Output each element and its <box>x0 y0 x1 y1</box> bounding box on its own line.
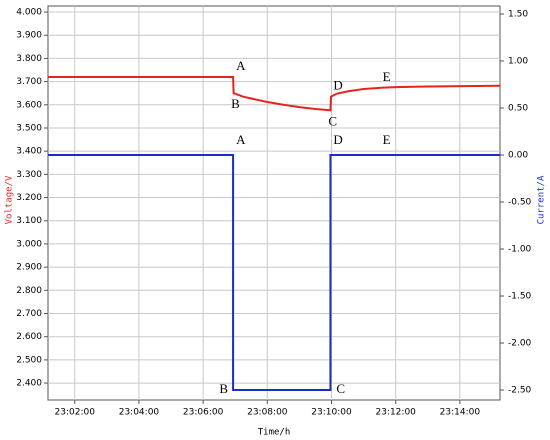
annotation: B <box>219 381 228 396</box>
y-tick-label: 2.600 <box>16 332 42 342</box>
y-tick-label: 3.700 <box>16 77 42 87</box>
y-tick-label: 2.400 <box>16 379 42 389</box>
y-tick-label: 3.000 <box>16 239 42 249</box>
y-tick-label: 2.900 <box>16 263 42 273</box>
x-tick-label: 23:04:00 <box>119 408 160 418</box>
annotation: A <box>236 58 246 73</box>
y2-tick-label: -2.00 <box>508 339 532 349</box>
annotation: E <box>383 132 391 147</box>
plot-area <box>47 5 501 401</box>
y2-tick-label: 0.50 <box>508 104 528 114</box>
y2-tick-label: -2.50 <box>508 386 532 396</box>
series-line <box>48 75 501 112</box>
y2-tick-label: 1.50 <box>508 9 528 19</box>
y2-tick-label: -1.50 <box>508 292 532 302</box>
y-tick-label: 3.100 <box>16 216 42 226</box>
x-tick-label: 23:10:00 <box>311 408 352 418</box>
x-tick-label: 23:02:00 <box>55 408 96 418</box>
y-tick-label: 3.800 <box>16 54 42 64</box>
annotation: D <box>333 132 342 147</box>
y-tick-label: 4.000 <box>16 8 42 18</box>
y-tick-label: 3.300 <box>16 170 42 180</box>
y-tick-label: 3.500 <box>16 123 42 133</box>
y2-tick-label: -0.50 <box>508 198 532 208</box>
annotation: B <box>231 96 240 111</box>
y2-tick-label: 0.00 <box>508 151 528 161</box>
series-line <box>48 154 500 392</box>
x-tick-label: 23:06:00 <box>183 408 224 418</box>
y-tick-label: 2.500 <box>16 355 42 365</box>
y2-tick-label: 1.00 <box>508 56 528 66</box>
x-tick-label: 23:14:00 <box>440 408 481 418</box>
y-tick-label: 2.800 <box>16 286 42 296</box>
annotation: C <box>328 113 337 128</box>
y-tick-label: 3.400 <box>16 147 42 157</box>
y-tick-label: 3.900 <box>16 31 42 41</box>
y-axis-label: Voltage/V <box>5 175 15 224</box>
annotation: D <box>333 78 342 93</box>
x-tick-label: 23:08:00 <box>247 408 288 418</box>
x-tick-label: 23:12:00 <box>375 408 416 418</box>
y-tick-label: 3.600 <box>16 100 42 110</box>
y2-tick-label: -1.00 <box>508 245 532 255</box>
x-axis-label: Time/h <box>258 428 291 438</box>
y2-axis-label: Current/A <box>537 175 547 224</box>
annotation: C <box>336 381 345 396</box>
y-tick-label: 3.200 <box>16 193 42 203</box>
y-tick-label: 2.700 <box>16 309 42 319</box>
annotation: A <box>236 132 246 147</box>
annotation: E <box>383 69 391 84</box>
